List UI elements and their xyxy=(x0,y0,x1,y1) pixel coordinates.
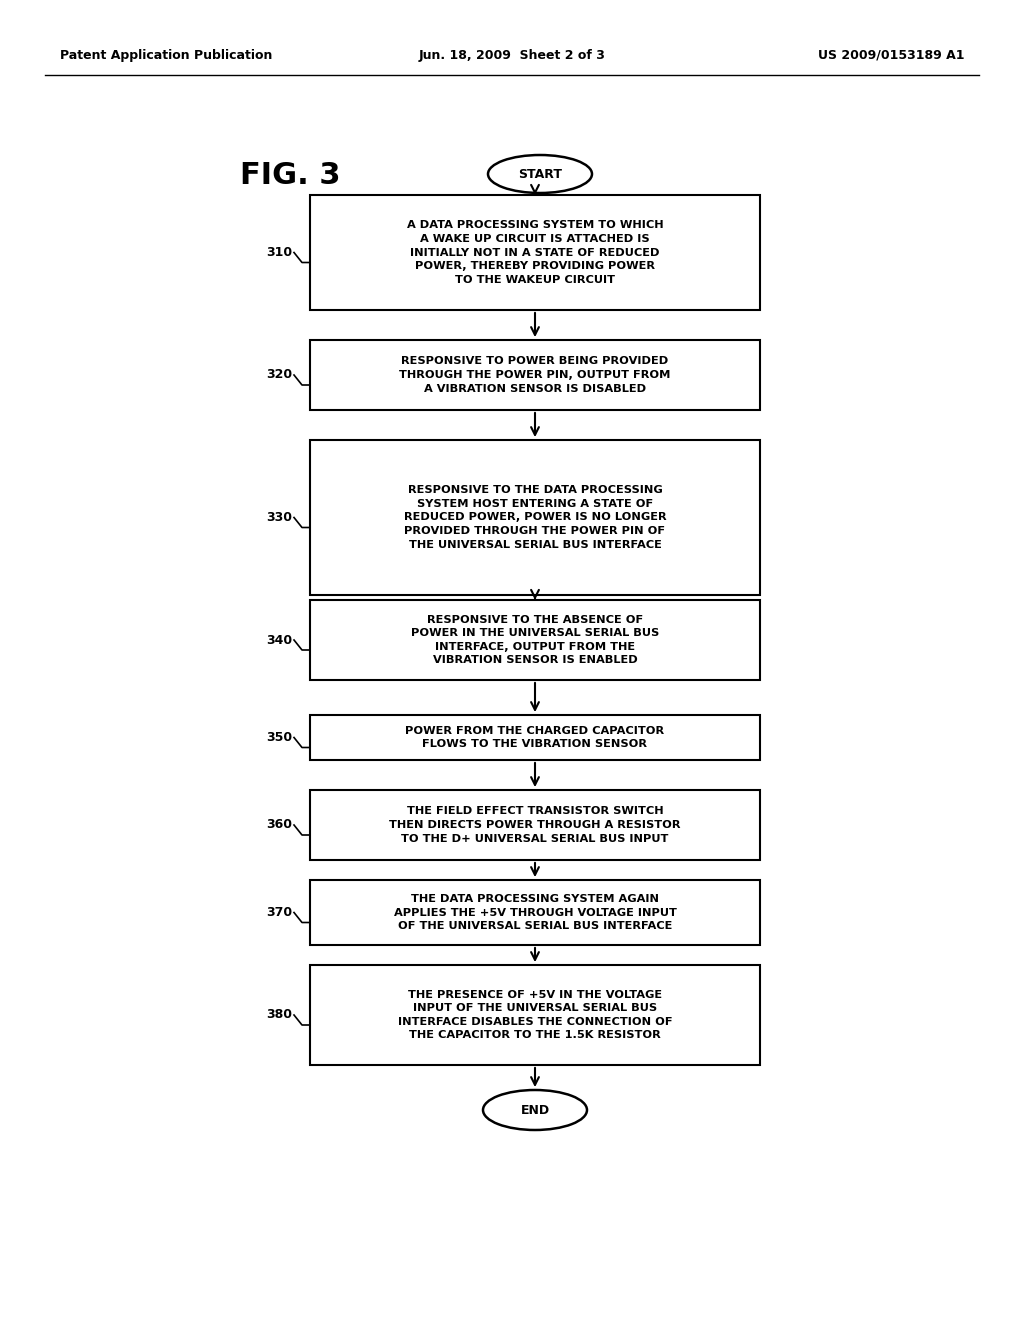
FancyBboxPatch shape xyxy=(310,195,760,310)
Text: Jun. 18, 2009  Sheet 2 of 3: Jun. 18, 2009 Sheet 2 of 3 xyxy=(419,49,605,62)
Text: FIG. 3: FIG. 3 xyxy=(240,161,341,190)
Text: RESPONSIVE TO THE DATA PROCESSING
SYSTEM HOST ENTERING A STATE OF
REDUCED POWER,: RESPONSIVE TO THE DATA PROCESSING SYSTEM… xyxy=(403,486,667,549)
Text: THE PRESENCE OF +5V IN THE VOLTAGE
INPUT OF THE UNIVERSAL SERIAL BUS
INTERFACE D: THE PRESENCE OF +5V IN THE VOLTAGE INPUT… xyxy=(397,990,673,1040)
FancyBboxPatch shape xyxy=(310,965,760,1065)
Text: Patent Application Publication: Patent Application Publication xyxy=(60,49,272,62)
FancyBboxPatch shape xyxy=(310,601,760,680)
Text: 320: 320 xyxy=(266,368,292,381)
Text: RESPONSIVE TO POWER BEING PROVIDED
THROUGH THE POWER PIN, OUTPUT FROM
A VIBRATIO: RESPONSIVE TO POWER BEING PROVIDED THROU… xyxy=(399,356,671,393)
FancyBboxPatch shape xyxy=(310,715,760,760)
Text: 370: 370 xyxy=(266,906,292,919)
Ellipse shape xyxy=(483,1090,587,1130)
Text: THE FIELD EFFECT TRANSISTOR SWITCH
THEN DIRECTS POWER THROUGH A RESISTOR
TO THE : THE FIELD EFFECT TRANSISTOR SWITCH THEN … xyxy=(389,807,681,843)
Text: POWER FROM THE CHARGED CAPACITOR
FLOWS TO THE VIBRATION SENSOR: POWER FROM THE CHARGED CAPACITOR FLOWS T… xyxy=(406,726,665,750)
Text: RESPONSIVE TO THE ABSENCE OF
POWER IN THE UNIVERSAL SERIAL BUS
INTERFACE, OUTPUT: RESPONSIVE TO THE ABSENCE OF POWER IN TH… xyxy=(411,615,659,665)
Text: 340: 340 xyxy=(266,634,292,647)
FancyBboxPatch shape xyxy=(310,880,760,945)
Text: 380: 380 xyxy=(266,1008,292,1022)
Ellipse shape xyxy=(488,154,592,193)
Text: 310: 310 xyxy=(266,246,292,259)
Text: 330: 330 xyxy=(266,511,292,524)
FancyBboxPatch shape xyxy=(310,440,760,595)
Text: END: END xyxy=(520,1104,550,1117)
FancyBboxPatch shape xyxy=(310,789,760,861)
Text: 350: 350 xyxy=(266,731,292,744)
Text: THE DATA PROCESSING SYSTEM AGAIN
APPLIES THE +5V THROUGH VOLTAGE INPUT
OF THE UN: THE DATA PROCESSING SYSTEM AGAIN APPLIES… xyxy=(393,894,677,931)
Text: 360: 360 xyxy=(266,818,292,832)
FancyBboxPatch shape xyxy=(310,341,760,411)
Text: A DATA PROCESSING SYSTEM TO WHICH
A WAKE UP CIRCUIT IS ATTACHED IS
INITIALLY NOT: A DATA PROCESSING SYSTEM TO WHICH A WAKE… xyxy=(407,220,664,285)
Text: US 2009/0153189 A1: US 2009/0153189 A1 xyxy=(817,49,964,62)
Text: START: START xyxy=(518,168,562,181)
